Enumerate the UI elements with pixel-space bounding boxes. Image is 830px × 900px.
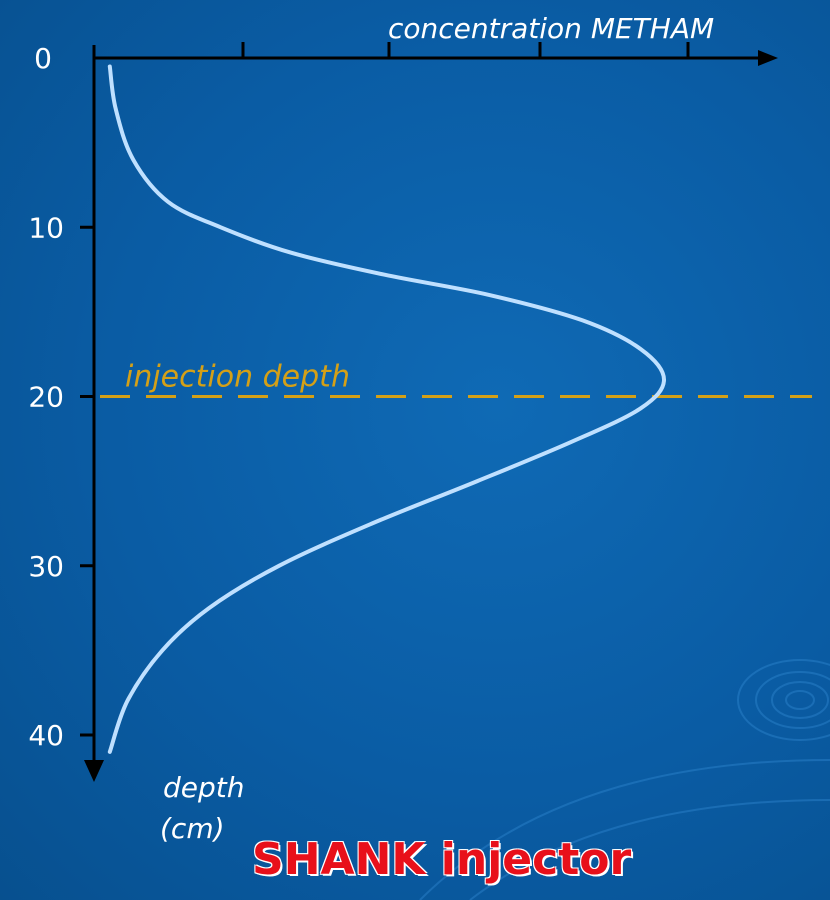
x-axis-arrow — [758, 50, 778, 66]
background-ripples — [419, 659, 830, 900]
y-tick-label-10: 10 — [28, 211, 64, 244]
y-axis-title-line1: depth — [163, 771, 245, 804]
y-axis-arrow — [84, 760, 104, 782]
y-axis-ticks — [80, 225, 94, 737]
y-axis-tick-labels: 0 10 20 30 40 — [28, 42, 64, 752]
x-axis-ticks — [241, 42, 690, 58]
concentration-curve — [107, 64, 667, 754]
y-tick-label-20: 20 — [28, 381, 64, 414]
y-tick-label-0: 0 — [34, 42, 52, 75]
y-axis-title-line2: (cm) — [160, 812, 225, 845]
injection-depth-label: injection depth — [125, 360, 350, 395]
caption-shank-injector: SHANK injector — [252, 834, 632, 885]
y-tick-label-40: 40 — [28, 719, 64, 752]
y-tick-label-30: 30 — [28, 550, 64, 583]
x-axis-title: concentration METHAM — [388, 12, 714, 45]
